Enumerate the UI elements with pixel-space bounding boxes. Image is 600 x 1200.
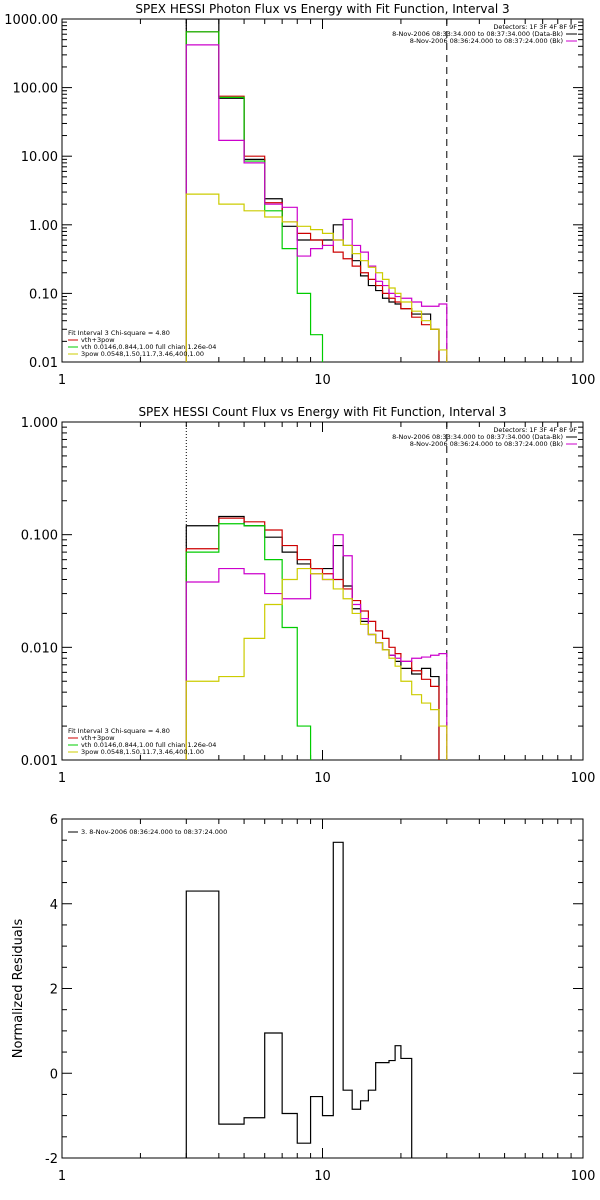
- chart-panel-2: SPEX HESSI Count Flux vs Energy with Fit…: [21, 405, 596, 786]
- fit-legend-label: vth+3pow: [81, 734, 115, 742]
- fit-legend-label: 3pow 0.0548,1.50,11.7,3.46,400,1.00: [81, 350, 204, 358]
- series-3-line: [185, 31, 334, 362]
- y-tick-label: 2: [50, 983, 58, 998]
- x-tick-label: 10: [314, 1169, 331, 1184]
- legend-header: Detectors: 1F 3F 4F 8F 9F: [493, 426, 577, 434]
- series-1-line: [185, 19, 440, 362]
- x-tick-label: 1: [58, 373, 66, 388]
- x-tick-label: 10: [314, 373, 331, 388]
- chart-title: SPEX HESSI Photon Flux vs Energy with Fi…: [135, 2, 509, 16]
- y-axis-label: Normalized Residuals: [11, 919, 26, 1059]
- series-5-line: [185, 193, 448, 362]
- series-2-line: [185, 517, 440, 760]
- chart-title: SPEX HESSI Count Flux vs Energy with Fit…: [138, 405, 506, 419]
- series-group: [185, 841, 413, 1158]
- fit-legend-label: 3. 8-Nov-2006 08:36:24.000 to 08:37:24.0…: [81, 828, 227, 836]
- chart-panel-3: 1 10 100 -2 0 2 4 6 Normalized Residuals 3. 8-Nov…: [11, 813, 595, 1184]
- series-1-line: [185, 515, 440, 760]
- y-tick-label: 6: [50, 813, 58, 828]
- x-tick-label: 100: [571, 1169, 596, 1184]
- fit-legend-header: Fit Interval 3 Chi-square = 4.80: [68, 727, 170, 735]
- x-tick-label: 1: [58, 771, 66, 786]
- legend-entry-label: 8-Nov-2006 08:36:24.000 to 08:37:24.000 …: [410, 440, 563, 448]
- y-tick-label: 0.010: [21, 641, 58, 656]
- y-tick-label: -2: [45, 1152, 58, 1167]
- legend-entry-label: 8-Nov-2006 08:33:34.000 to 08:37:34.000 …: [392, 433, 563, 441]
- series-1-line: [185, 841, 413, 1158]
- y-tick-label: 0: [50, 1067, 58, 1082]
- y-tick-label: 0.10: [29, 287, 58, 302]
- legend-entry-label: 8-Nov-2006 08:33:34.000 to 08:37:34.000 …: [392, 30, 563, 38]
- fit-legend-label: vth+3pow: [81, 336, 115, 344]
- y-tick-label: 1.000: [21, 416, 58, 431]
- series-3-line: [185, 523, 324, 760]
- y-tick-label: 1.00: [29, 219, 58, 234]
- legend-header: Detectors: 1F 3F 4F 8F 9F: [493, 23, 577, 31]
- fit-legend-label: vth 0.0146,0.844,1.00 full chian 1.26e-0…: [81, 741, 216, 749]
- y-tick-label: 1000.00: [4, 13, 58, 28]
- axis-frame: [61, 18, 584, 363]
- x-tick-label: 10: [314, 771, 331, 786]
- series-4-line: [185, 44, 448, 362]
- y-tick-label: 4: [50, 898, 58, 913]
- x-tick-label: 100: [571, 373, 596, 388]
- legend-entry-label: 8-Nov-2006 08:36:24.000 to 08:37:24.000 …: [410, 37, 563, 45]
- fit-legend-label: vth 0.0146,0.844,1.00 full chian 1.26e-0…: [81, 343, 216, 351]
- y-tick-label: 10.00: [21, 150, 58, 165]
- fit-legend-header: Fit Interval 3 Chi-square = 4.80: [68, 329, 170, 337]
- fit-legend-label: 3pow 0.0548,1.50,11.7,3.46,400,1.00: [81, 748, 204, 756]
- series-group: [185, 515, 448, 760]
- y-tick-label: 100.00: [13, 82, 59, 97]
- chart-panel-1: SPEX HESSI Photon Flux vs Energy with Fi…: [4, 2, 595, 388]
- x-tick-label: 100: [571, 771, 596, 786]
- series-group: [185, 19, 448, 362]
- axis-frame: [61, 421, 584, 761]
- series-5-line: [185, 567, 448, 760]
- y-tick-label: 0.100: [21, 529, 58, 544]
- x-tick-label: 1: [58, 1169, 66, 1184]
- series-2-line: [185, 31, 440, 362]
- y-tick-label: 0.001: [21, 754, 58, 769]
- y-tick-label: 0.01: [29, 356, 58, 371]
